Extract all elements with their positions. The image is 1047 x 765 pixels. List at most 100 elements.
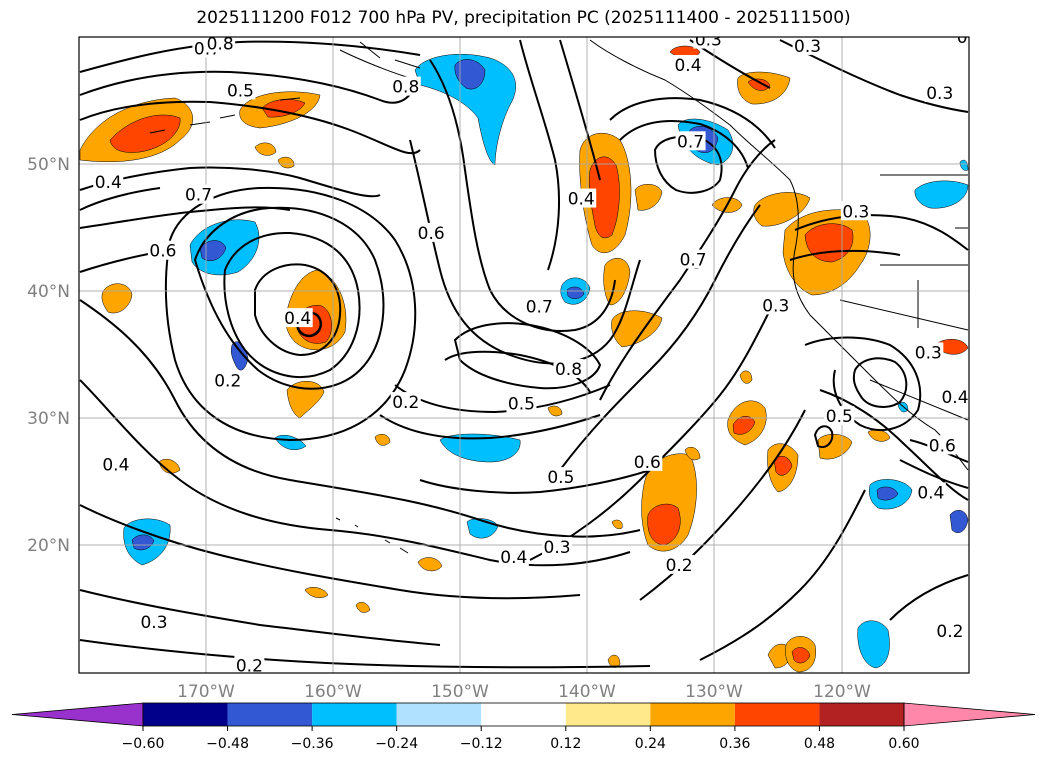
colorbar-tick-label: 0.48 — [804, 736, 835, 752]
precip-positive-patches — [79, 45, 969, 673]
contour-label: 0.4 — [917, 483, 944, 503]
contour-label: 0.3 — [915, 343, 942, 363]
contour-label: 0.5 — [227, 81, 254, 101]
contour-label: 0.2 — [392, 393, 419, 413]
coastlines — [149, 39, 969, 554]
contour-label-bg — [792, 37, 823, 55]
colorbar-tick-label: −0.36 — [291, 736, 334, 752]
contour-label: 0.4 — [95, 173, 122, 193]
lat-label-40n: 40°N — [27, 282, 70, 302]
contour-label-bg — [390, 392, 421, 412]
contour-label-bg — [632, 451, 663, 471]
contour-label: 0.5 — [547, 468, 574, 488]
contour-label: 0.3 — [140, 613, 167, 633]
contour-label: 0.3 — [842, 202, 869, 222]
contour-label-bg — [212, 370, 243, 390]
contour-label-bg — [955, 37, 969, 46]
contour-label: 0.3 — [695, 31, 722, 51]
contour-label-bg — [934, 621, 965, 641]
lon-label-130w: 130°W — [685, 682, 743, 702]
contour-label: 0.4 — [568, 190, 595, 210]
colorbar-bin — [143, 703, 228, 726]
colorbar-tick-label: −0.60 — [122, 736, 165, 752]
colorbar-tick-label: −0.12 — [460, 736, 503, 752]
contour-label-bg — [506, 393, 537, 413]
contour-label-bg — [234, 655, 265, 673]
contour-label: 0.7 — [185, 186, 212, 206]
contour-label-bg — [915, 482, 946, 502]
contour-label: 0.2 — [666, 556, 693, 576]
colorbar-extend-max — [903, 702, 1036, 727]
contour-label: 0.3 — [794, 37, 821, 57]
colorbar — [11, 702, 1036, 731]
lon-axis-labels: 170°W 160°W 150°W 140°W 130°W 120°W — [177, 682, 871, 702]
contour-label-bg — [913, 342, 944, 362]
contour-label-bg — [545, 467, 576, 487]
contour-label-bg — [139, 612, 170, 632]
contour-label: 0.3 — [762, 296, 789, 316]
contour-label: 0.7 — [680, 251, 707, 271]
contour-label-bg — [927, 435, 958, 455]
contour-label-bg — [93, 172, 124, 192]
contour-label: 0.6 — [634, 453, 661, 473]
colorbar-bin — [565, 703, 651, 726]
colorbar-bin — [396, 703, 482, 726]
contour-label-bg — [678, 249, 709, 269]
contour-label: 0.7 — [677, 132, 704, 152]
contour-label-bg — [693, 37, 724, 49]
map-title: 2025111200 F012 700 hPa PV, precipitatio… — [196, 8, 851, 28]
contour-label-bg — [664, 554, 695, 574]
contour-label-bg — [675, 131, 706, 151]
contour-label-bg — [673, 54, 704, 74]
colorbar-bin — [650, 703, 735, 726]
graticule — [79, 37, 969, 673]
contour-label-bg — [147, 240, 178, 260]
contour-label: 0.6 — [929, 436, 956, 456]
contour-label: 0.4 — [941, 388, 968, 408]
contour-label: 0.8 — [555, 360, 582, 380]
contour-label: 0.6 — [418, 224, 445, 244]
contour-label-bg — [940, 386, 969, 406]
contour-label: 0.4 — [674, 56, 701, 76]
map-frame — [78, 36, 970, 674]
contour-label: 0.2 — [936, 622, 963, 642]
contour-label-bg — [100, 454, 131, 474]
colorbar-bin — [312, 703, 397, 726]
lat-label-20n: 20°N — [27, 536, 70, 556]
contour-label-bg — [566, 188, 597, 208]
colorbar-bin — [819, 703, 904, 726]
colorbar-frame — [142, 702, 905, 727]
contour-label: 0.3 — [926, 84, 953, 104]
colorbar-bin — [481, 703, 566, 726]
contour-label-bg — [282, 308, 313, 328]
contour-label: 0.5 — [826, 407, 853, 427]
colorbar-tick-label: 0.60 — [888, 736, 919, 752]
colorbar-tick-labels: −0.60 −0.48 −0.36 −0.24 −0.12 0.12 0.24 0.36 0.4… — [122, 736, 920, 752]
colorbar-tick-label: −0.48 — [206, 736, 249, 752]
contour-label-bg — [183, 184, 214, 204]
contour-label-bg — [840, 201, 871, 221]
contour-label: 0.5 — [508, 394, 535, 414]
contour-label: 0.8 — [207, 34, 234, 54]
contour-label: 0.7 — [526, 298, 553, 318]
contour-label-bg — [542, 537, 573, 557]
contour-label: 0.4 — [284, 309, 311, 329]
contour-label-bg — [824, 406, 855, 426]
lon-label-140w: 140°W — [558, 682, 616, 702]
contour-label: 0.4 — [102, 455, 129, 475]
contour-label: 0.4 — [500, 548, 527, 568]
contour-label: 0.8 — [392, 78, 419, 98]
colorbar-tick-label: 0.36 — [719, 736, 750, 752]
lon-label-120w: 120°W — [813, 682, 871, 702]
contour-label-bg — [553, 358, 584, 378]
contour-label-bg — [524, 296, 555, 316]
contour-label-bg — [205, 37, 236, 53]
contour-label-bg — [498, 547, 529, 567]
colorbar-tick-label: 0.12 — [550, 736, 581, 752]
contour-labels: 0.7 0.8 0.5 0.8 0.4 0.7 0.6 0.6 0.4 0.2 0.2 0.7 0.8 0… — [93, 31, 969, 673]
contour-label-bg — [760, 295, 791, 315]
lat-label-50n: 50°N — [27, 155, 70, 175]
lon-label-160w: 160°W — [304, 682, 362, 702]
colorbar-extend-min — [11, 702, 144, 727]
